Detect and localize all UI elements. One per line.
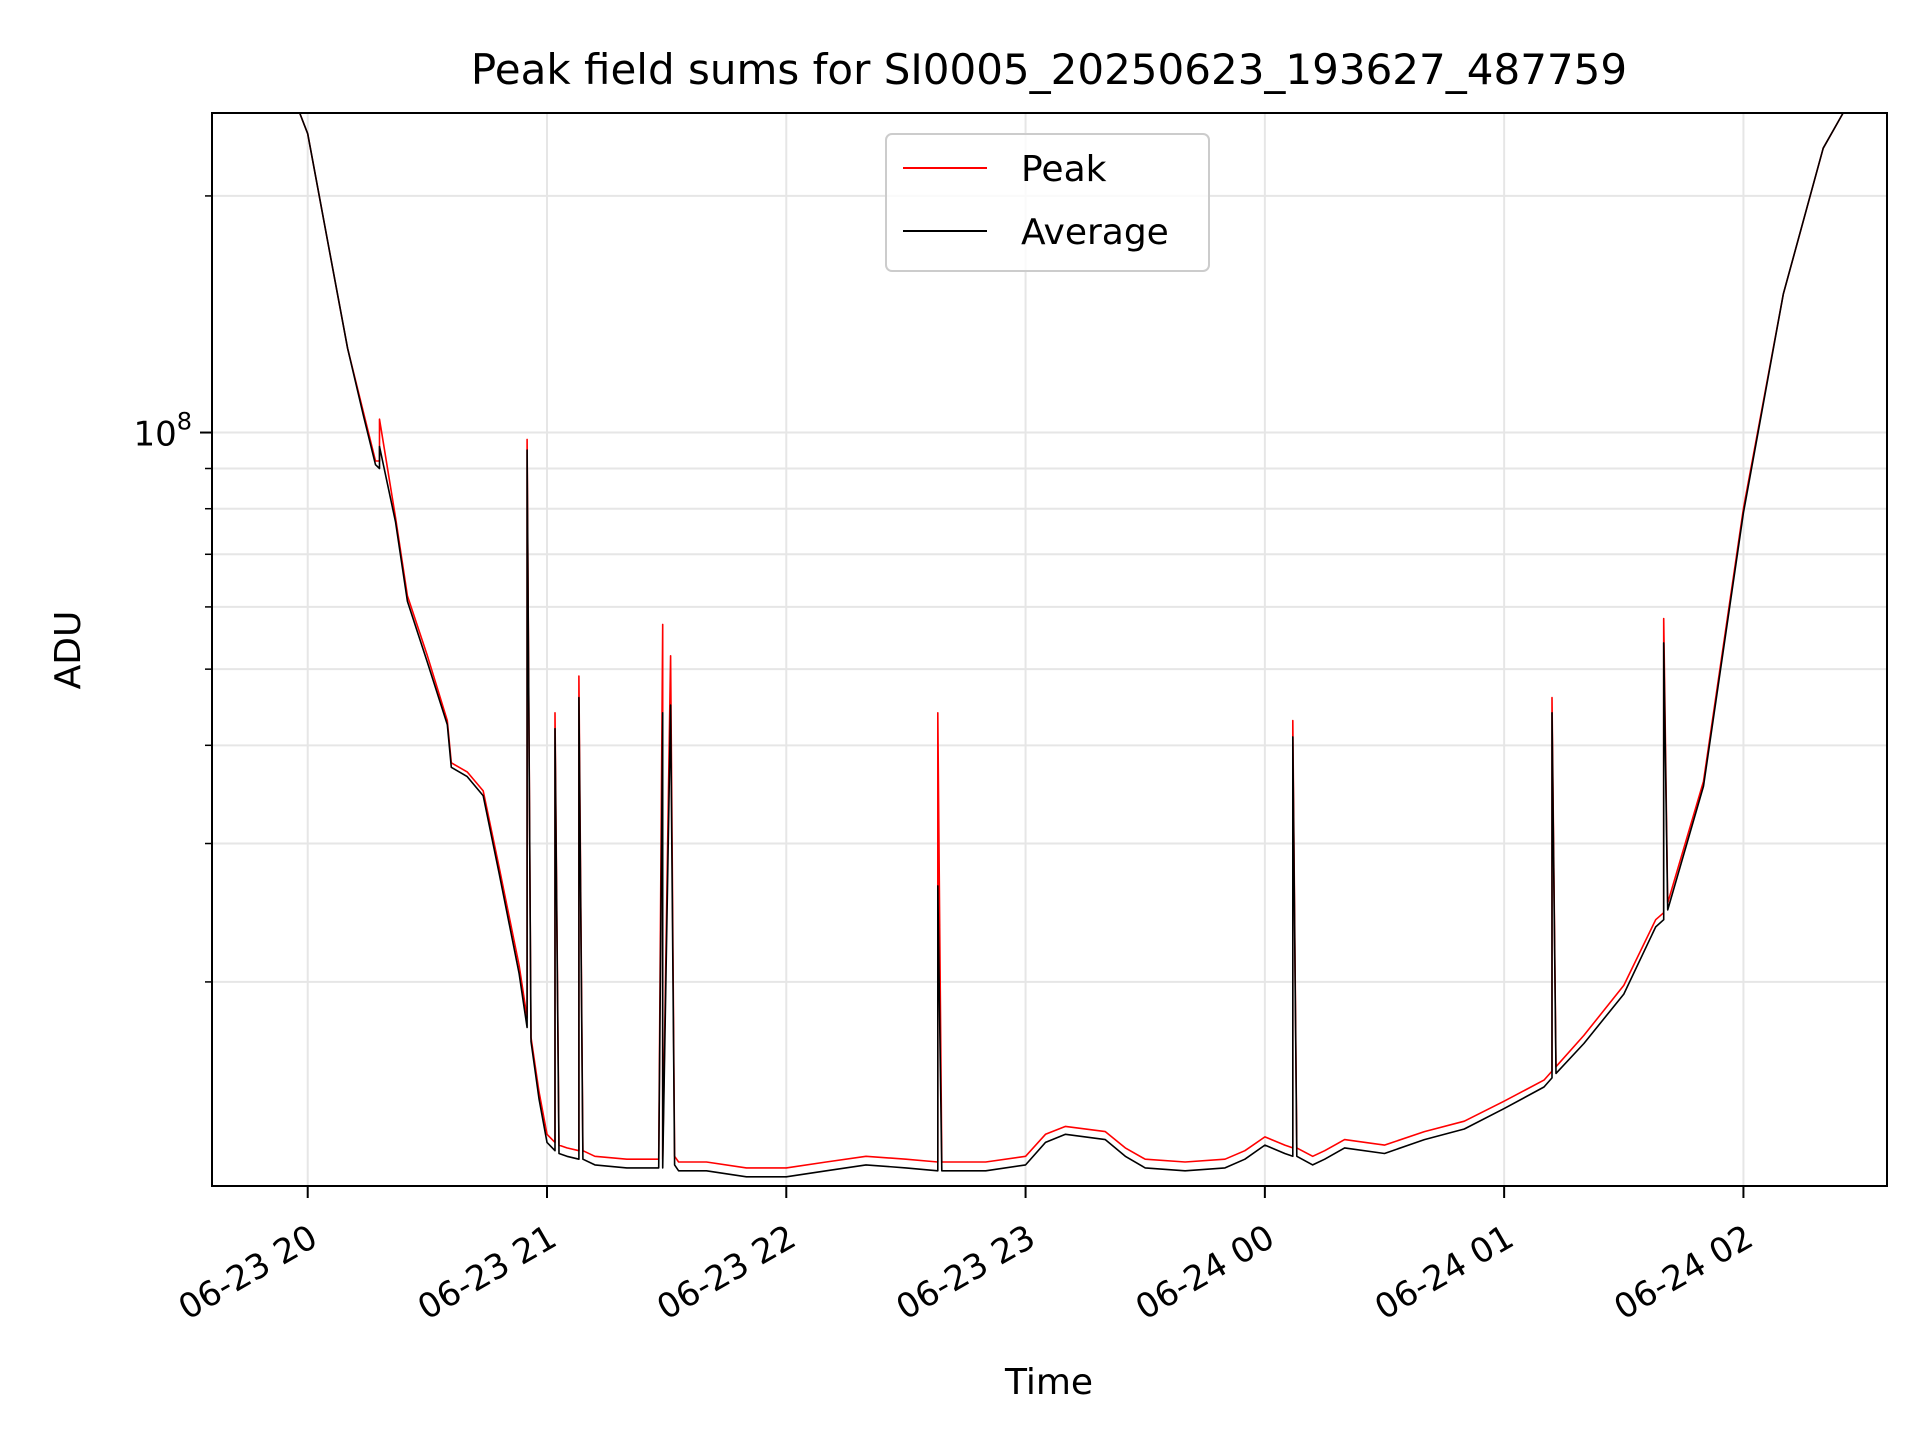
legend: Peak Average [885,133,1210,272]
plot-frame [211,112,1888,1187]
chart-title: Peak field sums for SI0005_20250623_1936… [471,45,1627,94]
y-tick-label: 108 [133,408,192,455]
series-line-average [212,112,1887,1178]
grid-lines [212,113,1887,1186]
legend-label-peak: Peak [1021,149,1107,190]
y-axis-label: ADU [48,611,89,690]
legend-label-average: Average [1021,212,1169,253]
series-lines [212,112,1887,1178]
x-axis-label: Time [1004,1362,1093,1403]
